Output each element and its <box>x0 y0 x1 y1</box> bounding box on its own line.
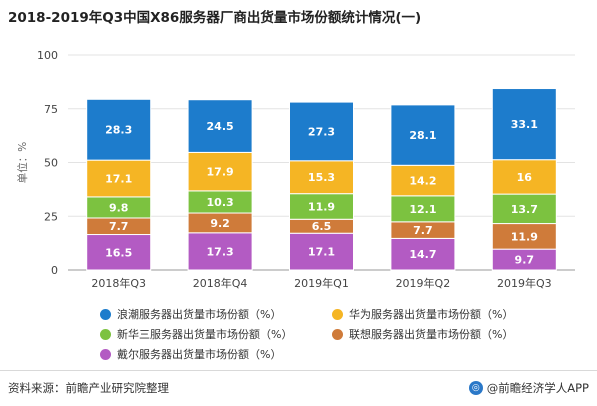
bar-segment <box>187 232 253 271</box>
y-tick-label: 0 <box>51 264 58 277</box>
data-label: 15.3 <box>308 171 335 184</box>
data-label: 9.2 <box>210 217 230 230</box>
x-tick-label: 2018年Q4 <box>193 276 248 290</box>
bar-segment <box>491 88 557 161</box>
bar-segment <box>390 164 456 197</box>
legend-swatch <box>100 308 111 320</box>
bar-segment <box>390 237 456 271</box>
bar-segment <box>289 232 354 271</box>
bar-segment <box>390 195 456 223</box>
data-label: 17.3 <box>207 245 234 258</box>
data-label: 11.9 <box>511 230 538 243</box>
data-label: 28.3 <box>105 124 132 137</box>
y-tick-label: 50 <box>44 157 58 170</box>
data-label: 14.2 <box>409 175 436 188</box>
data-label: 11.9 <box>308 200 335 213</box>
brand-logo-icon: ◎ <box>468 381 483 395</box>
data-label: 13.7 <box>511 203 538 216</box>
data-label: 16.5 <box>105 246 132 259</box>
y-tick-label: 25 <box>44 210 58 223</box>
footer-divider <box>0 370 597 371</box>
legend-item: 华为服务器出货量市场份额（%） <box>332 306 513 322</box>
data-label: 7.7 <box>413 224 433 237</box>
chart-title: 2018-2019年Q3中国X86服务器厂商出货量市场份额统计情况(一) <box>8 10 422 26</box>
stacked-bar-chart: 0 25 50 75 100 单位：% 16.5 7.7 9.8 17.1 28.3 2018年Q3 1… <box>16 49 575 290</box>
legend-swatch <box>100 328 111 340</box>
data-label: 17.1 <box>308 246 335 259</box>
x-tick-label: 2018年Q3 <box>91 276 146 290</box>
bar-segment <box>289 193 354 220</box>
bar-segment <box>491 193 557 225</box>
data-label: 17.1 <box>105 173 132 186</box>
data-label: 16 <box>517 171 533 184</box>
y-tick-label: 75 <box>44 103 58 116</box>
brand-credit: ◎ @前瞻经济学人APP <box>468 380 589 396</box>
legend-item: 浪潮服务器出货量市场份额（%） <box>100 306 281 322</box>
legend-label: 新华三服务器出货量市场份额（%） <box>117 328 293 341</box>
legend-swatch <box>332 328 343 340</box>
bar-segment <box>390 104 456 166</box>
bar-segment <box>187 99 253 153</box>
data-label: 7.7 <box>109 220 129 233</box>
brand-label: @前瞻经济学人APP <box>486 381 589 395</box>
legend-item: 联想服务器出货量市场份额（%） <box>332 326 513 342</box>
data-label: 9.8 <box>109 201 129 214</box>
bar-segment <box>289 101 354 162</box>
legend-label: 戴尔服务器出货量市场份额（%） <box>117 348 282 361</box>
x-tick-label: 2019年Q1 <box>294 276 349 290</box>
data-label: 33.1 <box>511 118 538 131</box>
data-label: 28.1 <box>409 129 436 142</box>
data-label: 24.5 <box>207 120 234 133</box>
data-label: 9.7 <box>515 254 535 267</box>
bar-segment <box>187 151 253 192</box>
legend-label: 华为服务器出货量市场份额（%） <box>349 308 514 321</box>
data-label: 27.3 <box>308 125 335 138</box>
data-label: 6.5 <box>312 220 332 233</box>
legend-swatch <box>100 348 111 360</box>
bar-segment <box>86 98 152 161</box>
source-note: 资料来源：前瞻产业研究院整理 <box>8 381 169 395</box>
bar-segment <box>86 159 152 198</box>
bar-segment <box>491 159 557 195</box>
data-label: 12.1 <box>409 203 436 216</box>
legend-item: 新华三服务器出货量市场份额（%） <box>100 326 292 342</box>
data-label: 17.9 <box>207 166 234 179</box>
legend-label: 浪潮服务器出货量市场份额（%） <box>117 308 282 321</box>
bar-segment <box>86 234 152 271</box>
x-tick-label: 2019年Q2 <box>396 276 451 290</box>
y-tick-label: 100 <box>37 49 58 62</box>
legend-label: 联想服务器出货量市场份额（%） <box>349 328 514 341</box>
y-axis-label: 单位：% <box>16 142 29 183</box>
data-label: 10.3 <box>207 196 234 209</box>
legend-item: 戴尔服务器出货量市场份额（%） <box>100 346 281 362</box>
data-label: 14.7 <box>409 248 436 261</box>
x-tick-label: 2019年Q3 <box>497 276 552 290</box>
legend-swatch <box>332 308 343 320</box>
